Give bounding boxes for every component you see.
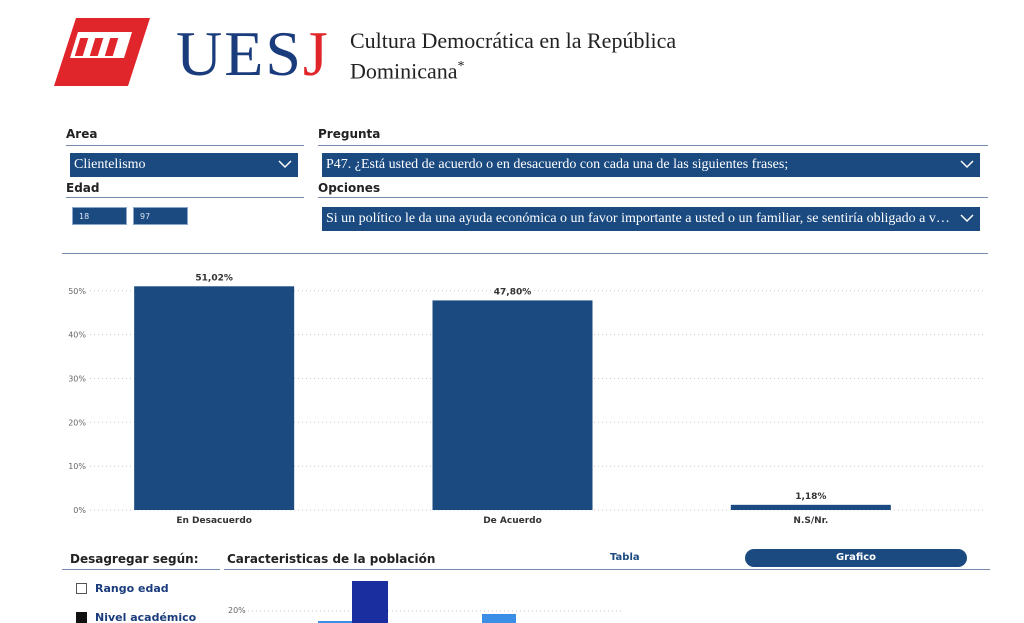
y-tick-label: 10%: [68, 462, 86, 471]
population-title: Caracteristicas de la población: [227, 552, 436, 566]
y-tick-label: 50%: [68, 287, 86, 296]
y-tick-label: 30%: [68, 374, 86, 383]
tab-grafico[interactable]: Grafico: [745, 549, 967, 567]
page-title: Cultura Democrática en la República Domi…: [350, 28, 676, 84]
pregunta-divider: [318, 145, 988, 146]
disaggregate-divider: [62, 569, 220, 570]
edad-label: Edad: [66, 181, 100, 195]
y-tick-label: 0%: [73, 506, 86, 515]
mini-y-tick: 20%: [228, 606, 246, 615]
uesj-logo-icon: [54, 18, 150, 86]
edad-min-input[interactable]: 18: [72, 207, 127, 225]
checkbox-nivel-academico[interactable]: [76, 612, 87, 623]
chevron-down-icon: [960, 160, 974, 169]
population-mini-chart: 20%: [228, 581, 622, 623]
title-line-1: Cultura Democrática en la República: [350, 28, 677, 53]
title-line-2: Dominicana: [350, 58, 458, 84]
pregunta-dropdown[interactable]: P47. ¿Está usted de acuerdo o en desacue…: [322, 153, 980, 177]
option-nivel-academico[interactable]: Nivel académico: [76, 611, 196, 623]
section-divider: [62, 253, 988, 254]
checkbox-rango-edad[interactable]: [76, 583, 87, 594]
y-tick-label: 20%: [68, 418, 86, 427]
bar: [730, 504, 891, 510]
tab-tabla[interactable]: Tabla: [610, 552, 640, 563]
mini-bar: [318, 621, 352, 623]
opciones-label: Opciones: [318, 181, 381, 195]
area-dropdown[interactable]: Clientelismo: [70, 153, 298, 177]
disaggregate-title: Desagregar según:: [70, 552, 199, 566]
option-rango-edad[interactable]: Rango edad: [76, 582, 169, 595]
title-mark: *: [457, 59, 465, 74]
bar-value-label: 47,80%: [494, 287, 532, 297]
category-label: De Acuerdo: [483, 516, 542, 526]
mini-bar: [482, 614, 516, 623]
population-divider: [224, 569, 990, 570]
bar-value-label: 1,18%: [795, 492, 826, 502]
y-tick-label: 40%: [68, 331, 86, 340]
mini-bar: [352, 581, 388, 623]
brand-wordmark: UESJ: [176, 18, 330, 89]
edad-max-input[interactable]: 97: [133, 207, 188, 225]
bar-value-label: 51,02%: [195, 273, 233, 283]
opciones-dropdown[interactable]: Si un político le da una ayuda económica…: [322, 207, 980, 231]
response-bar-chart: 0% 10% 20% 30% 40% 50% 51,02% En Desacuerdo 47,8…: [68, 273, 985, 526]
area-divider: [66, 145, 304, 146]
bar: [432, 300, 593, 510]
chevron-down-icon: [960, 214, 974, 223]
pregunta-label: Pregunta: [318, 127, 381, 141]
category-label: En Desacuerdo: [176, 516, 252, 526]
category-label: N.S/Nr.: [793, 516, 828, 526]
edad-divider: [66, 197, 304, 198]
opciones-divider: [318, 197, 988, 198]
chevron-down-icon: [278, 160, 292, 169]
bar: [134, 286, 295, 510]
area-label: Area: [66, 127, 98, 141]
